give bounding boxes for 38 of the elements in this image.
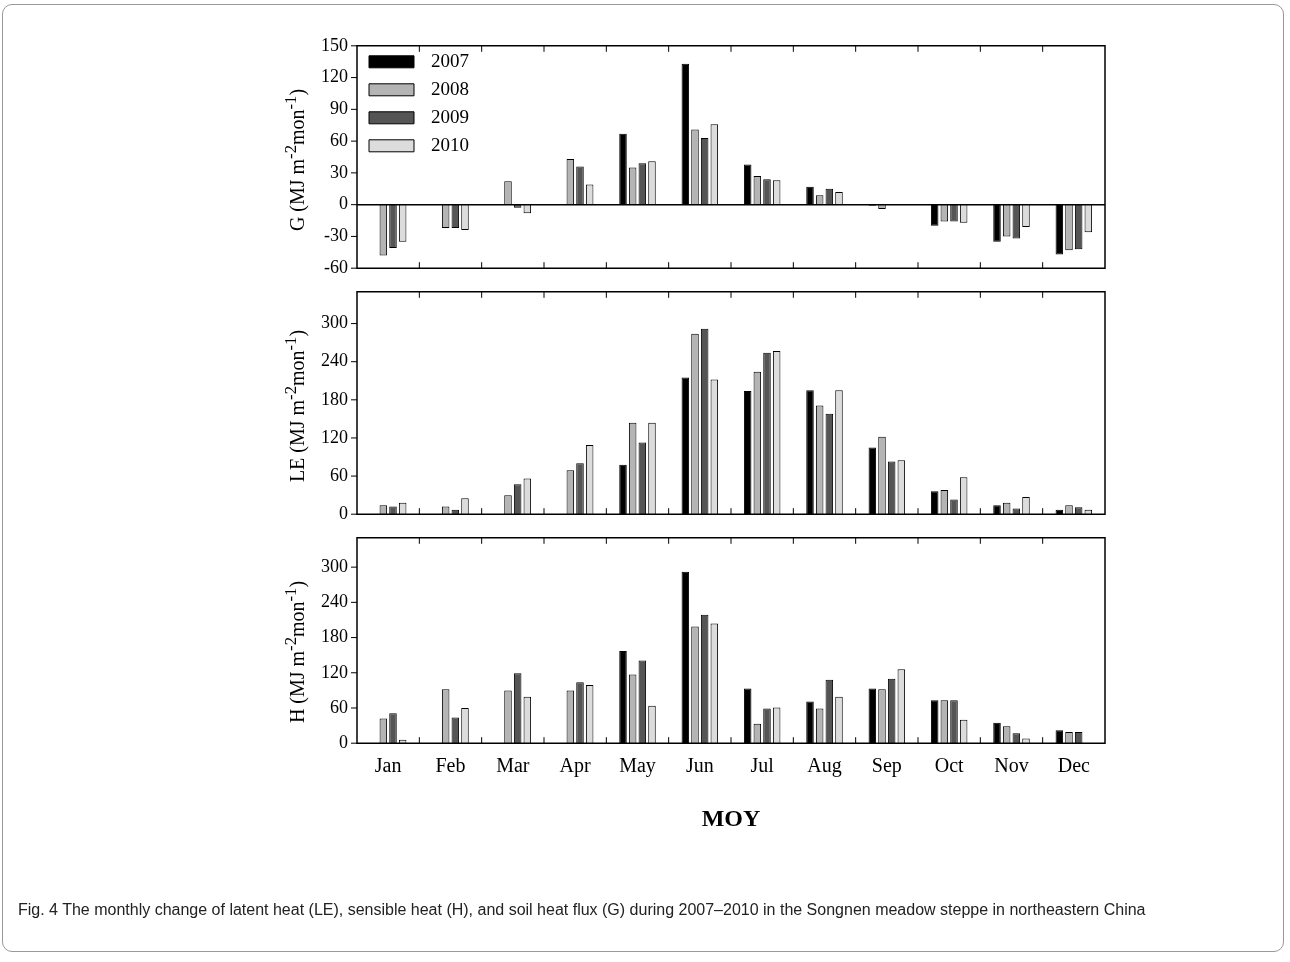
x-tick-label: Nov: [994, 754, 1029, 777]
y-tick-label: 120: [321, 66, 348, 87]
y-tick-label: 60: [330, 696, 348, 717]
y-tick-label: 300: [321, 312, 348, 333]
y-tick-label: 0: [339, 502, 348, 523]
y-tick-label: -60: [324, 256, 348, 277]
x-tick-label: Jun: [685, 754, 714, 777]
y-tick-label: 300: [321, 555, 348, 576]
x-tick-label: Apr: [559, 754, 592, 778]
y-tick-label: 240: [321, 350, 348, 371]
x-tick-label: Dec: [1057, 754, 1091, 777]
y-tick-label: 180: [321, 626, 348, 647]
x-tick-label: Sep: [871, 754, 902, 778]
x-tick-label: Oct: [934, 754, 965, 777]
caption: Fig. 4 The monthly change of latent heat (LE), sensible heat (H), and soil heat flux (G) during 2007–2010 in the Songnen meadow steppe in northeastern China: [18, 900, 1147, 920]
y-tick-label: 0: [339, 731, 348, 752]
x-tick-label: Mar: [496, 754, 530, 777]
y-tick-label: -30: [324, 225, 348, 246]
y-tick-label: 0: [339, 193, 348, 214]
x-tick-label: Jul: [750, 754, 775, 777]
legend-label: 2007: [431, 49, 469, 71]
y-tick-label: 90: [330, 98, 348, 119]
x-tick-label: Jan: [374, 754, 402, 777]
legend-label: 2009: [431, 105, 469, 127]
x-tick-label: May: [619, 754, 656, 778]
y-tick-label: 150: [321, 34, 348, 55]
y-tick-label: 120: [321, 426, 348, 447]
legend-label: 2008: [431, 77, 469, 99]
x-tick-label: Feb: [435, 754, 466, 777]
y-tick-label: 60: [330, 129, 348, 150]
y-tick-label: 240: [321, 591, 348, 612]
y-tick-label: 30: [330, 161, 348, 182]
y-tick-label: 180: [321, 388, 348, 409]
y-tick-label: 60: [330, 464, 348, 485]
legend-label: 2010: [431, 133, 469, 155]
x-axis-title: MOY: [701, 804, 761, 831]
x-tick-label: Aug: [807, 754, 842, 778]
y-tick-label: 120: [321, 661, 348, 682]
